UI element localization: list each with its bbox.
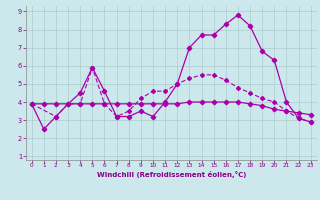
X-axis label: Windchill (Refroidissement éolien,°C): Windchill (Refroidissement éolien,°C) — [97, 171, 246, 178]
